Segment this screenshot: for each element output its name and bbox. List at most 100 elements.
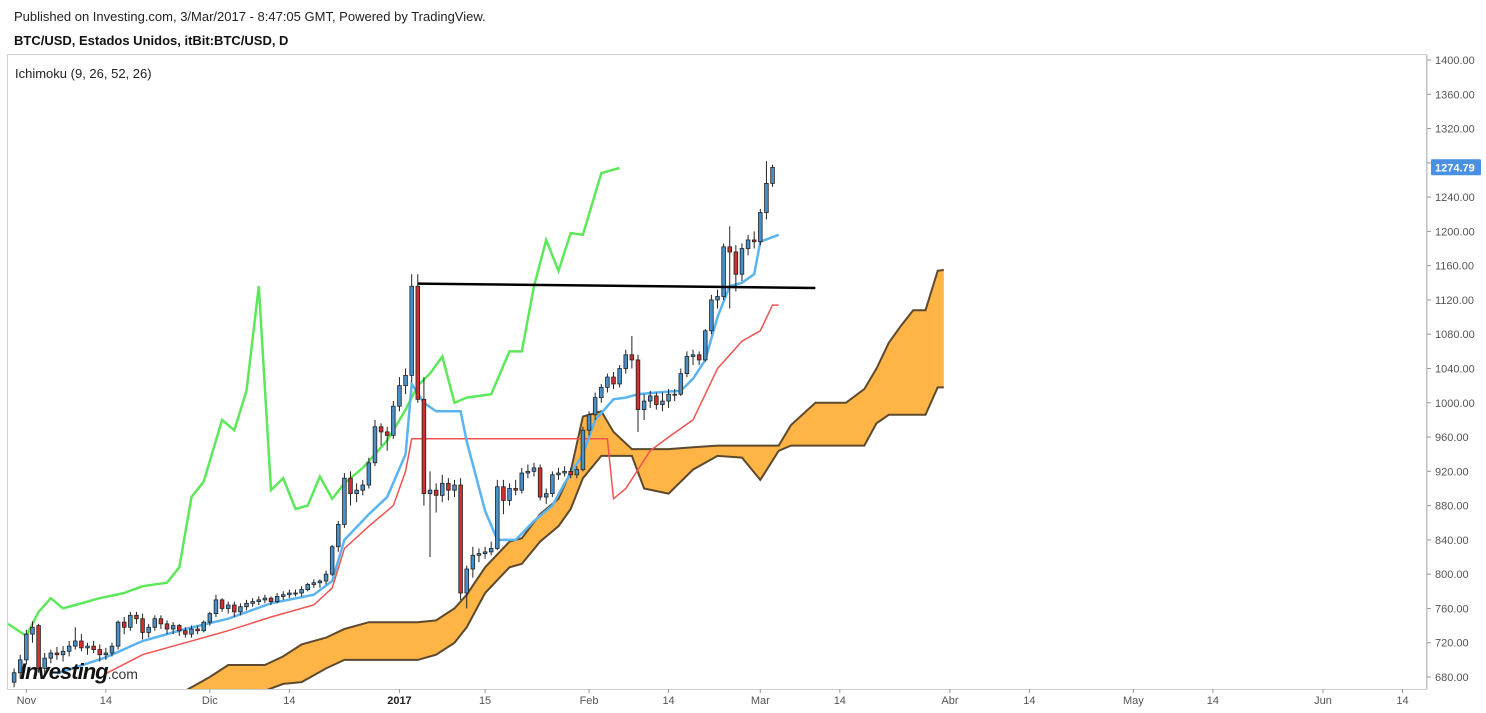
price-tick-label: 720.00 <box>1435 638 1469 650</box>
candle-body-up <box>274 596 280 602</box>
candle-body-up <box>213 599 219 614</box>
price-tick-label: 800.00 <box>1435 569 1469 581</box>
candle <box>372 419 378 467</box>
candle <box>397 377 402 412</box>
candle-body-up <box>30 626 35 635</box>
candle-body-up <box>42 657 47 669</box>
candle-body-down <box>54 652 60 656</box>
candle-body-up <box>476 553 482 556</box>
candle <box>256 596 262 606</box>
candle <box>464 565 469 609</box>
candle-body-up <box>488 548 494 553</box>
candle-body-up <box>758 212 763 243</box>
candle-body-up <box>550 474 555 495</box>
time-tick-label: 14 <box>834 695 846 707</box>
candle-body-up <box>721 246 726 297</box>
candle <box>299 586 304 597</box>
candle-body-down <box>91 645 96 650</box>
candle <box>11 668 17 688</box>
candle-body-up <box>672 393 677 396</box>
candle-body-up <box>507 488 512 501</box>
candle-body-up <box>709 299 714 332</box>
candle <box>354 483 359 503</box>
candle-body-up <box>170 625 176 630</box>
candle <box>574 466 580 479</box>
candle-body-down <box>433 489 439 496</box>
candle-body-up <box>544 493 549 498</box>
candle <box>219 598 225 612</box>
candle <box>415 274 421 403</box>
candle <box>250 598 255 607</box>
candle-body-down <box>568 470 573 476</box>
cloud-bullish-segment <box>188 270 944 689</box>
candle-body-up <box>103 652 109 656</box>
candle <box>391 401 396 439</box>
candle-body-down <box>232 604 237 613</box>
candle-body-up <box>354 489 359 495</box>
candle <box>727 226 732 309</box>
time-tick-label: 2017 <box>387 695 411 707</box>
candle-body-down <box>446 482 451 491</box>
time-tick-label: 14 <box>1023 695 1035 707</box>
candle-body-down <box>629 354 635 361</box>
candle-body-up <box>342 477 347 525</box>
candle <box>623 349 628 374</box>
candle-body-up <box>531 467 537 472</box>
candle-body-up <box>238 606 243 613</box>
candle <box>60 646 66 662</box>
candle <box>17 654 23 679</box>
candle-body-up <box>66 645 72 652</box>
candle-body-up <box>703 330 708 361</box>
candle-body-up <box>739 248 745 275</box>
candle <box>128 611 133 631</box>
last-price-label: 1274.79 <box>1435 162 1475 174</box>
candle-body-down <box>195 628 200 632</box>
candle <box>427 471 433 558</box>
candle-body-down <box>268 597 274 602</box>
candle <box>446 478 451 501</box>
candle-body-down <box>501 486 506 501</box>
candle <box>452 479 457 498</box>
candle-body-up <box>525 470 531 474</box>
candle <box>378 423 384 446</box>
price-tick-label: 1040.00 <box>1435 364 1475 376</box>
candle <box>458 478 463 600</box>
candle <box>495 479 500 551</box>
candle-body-up <box>60 650 66 656</box>
candle <box>751 231 757 249</box>
candle <box>721 243 726 300</box>
candle-body-up <box>556 472 561 476</box>
leading-span-b <box>266 386 944 689</box>
candle-body-up <box>281 594 286 597</box>
trendline-layer <box>417 282 816 290</box>
candle-body-up <box>464 568 469 594</box>
candle-body-down <box>611 376 616 385</box>
candle <box>507 483 512 506</box>
candle-body-down <box>219 599 225 609</box>
candle-body-down <box>140 618 145 633</box>
candle <box>85 642 90 655</box>
time-tick-label: Dic <box>202 695 218 707</box>
candle <box>195 625 200 635</box>
candle-body-up <box>660 400 665 405</box>
candle-body-up <box>678 373 684 395</box>
candle <box>213 594 219 618</box>
time-axis: Nov 14 Dic 14 2017 15 Feb 14 Mar 14 Abr 14 May 14 Jun 1… <box>17 689 1409 707</box>
candle-body-up <box>17 659 23 674</box>
price-tick-label: 960.00 <box>1435 432 1469 444</box>
candle <box>764 161 769 220</box>
candle-body-up <box>109 645 115 654</box>
time-tick-label: Abr <box>941 695 958 707</box>
candle <box>537 464 543 501</box>
candle <box>42 653 47 677</box>
time-tick-label: 14 <box>1207 695 1219 707</box>
candle <box>715 289 720 309</box>
candle <box>611 371 616 390</box>
candle-body-up <box>440 482 445 496</box>
candle-body-up <box>115 621 121 647</box>
candle-body-up <box>586 414 592 431</box>
candle-body-up <box>617 368 622 385</box>
candle-body-down <box>513 488 518 491</box>
candle <box>384 426 390 451</box>
